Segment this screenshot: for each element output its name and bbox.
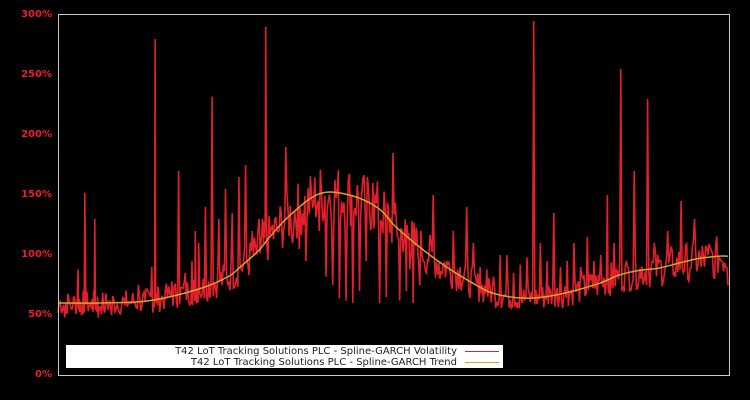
legend-item-volatility: T42 LoT Tracking Solutions PLC - Spline-… [175, 346, 499, 357]
y-tick-label: 200% [21, 129, 52, 140]
y-tick-label: 50% [28, 309, 52, 320]
y-tick-label: 100% [21, 249, 52, 260]
y-tick-label: 0% [35, 369, 52, 380]
y-tick-label: 250% [21, 69, 52, 80]
legend-label: T42 LoT Tracking Solutions PLC - Spline-… [175, 346, 457, 357]
y-tick-label: 300% [21, 9, 52, 20]
legend-swatch-volatility [465, 351, 499, 352]
legend-swatch-trend [465, 362, 499, 363]
chart-legend: T42 LoT Tracking Solutions PLC - Spline-… [66, 345, 503, 368]
legend-item-trend: T42 LoT Tracking Solutions PLC - Spline-… [191, 357, 499, 368]
y-tick-label: 150% [21, 189, 52, 200]
plot-area-frame [58, 14, 730, 376]
volatility-series-line [57, 20, 729, 318]
trend-series-line [57, 191, 729, 304]
legend-label: T42 LoT Tracking Solutions PLC - Spline-… [190, 357, 457, 368]
